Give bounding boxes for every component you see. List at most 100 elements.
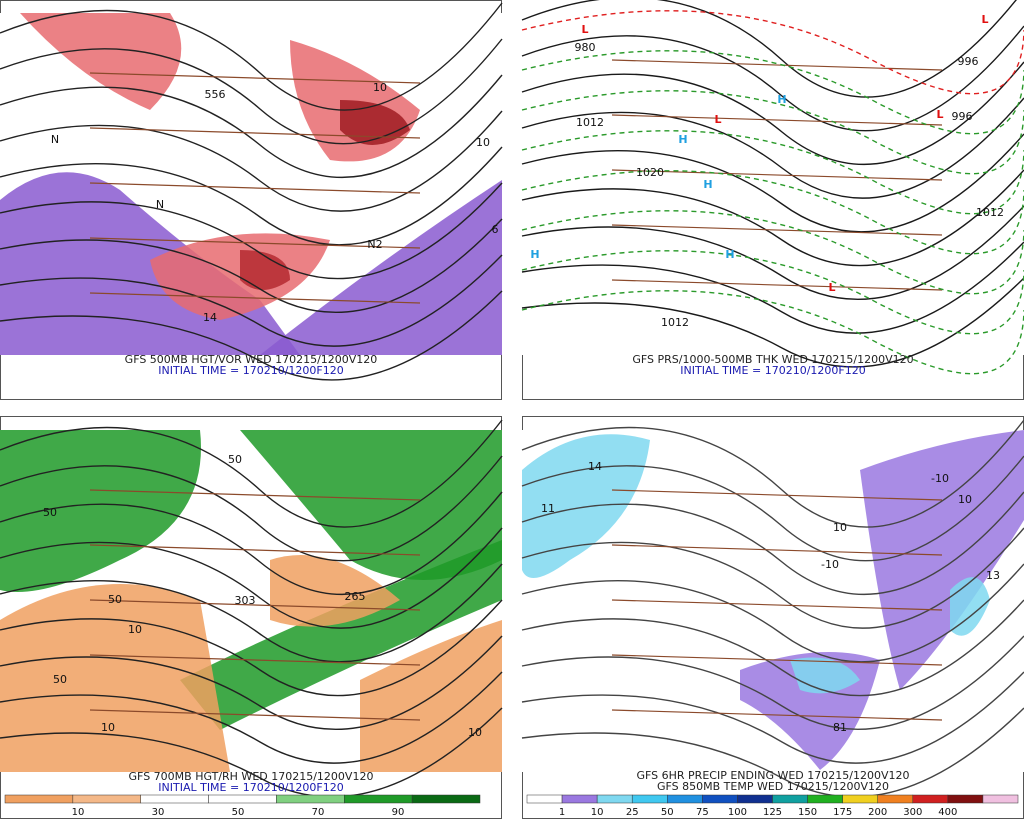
map-label: 265	[345, 590, 366, 603]
map-label: 81	[833, 721, 847, 734]
contour	[521, 671, 1024, 764]
contour	[0, 218, 503, 314]
colorbar-label: 300	[903, 807, 922, 818]
contour	[521, 97, 1024, 199]
colorbar-cell	[737, 794, 773, 804]
border	[611, 279, 943, 291]
colorbar-cell	[912, 794, 949, 804]
border	[89, 72, 421, 84]
colorbar-label: 125	[763, 807, 782, 818]
shaded-region	[240, 250, 290, 290]
contour	[0, 563, 503, 663]
contour	[0, 599, 503, 697]
map-label: L	[714, 113, 721, 126]
map-label: 10	[128, 623, 142, 636]
map-label: 556	[205, 88, 226, 101]
colorbar-label: 200	[868, 807, 887, 818]
colorbar-label: 175	[833, 807, 852, 818]
contour	[521, 241, 1024, 334]
thickness-contour	[521, 90, 1024, 175]
colorbar-cell	[631, 794, 668, 804]
colorbar-cell	[276, 794, 345, 804]
border	[611, 114, 943, 126]
map-label: L	[581, 23, 588, 36]
contour	[521, 0, 1017, 98]
border	[611, 599, 943, 611]
contour	[0, 419, 503, 528]
shaded-region	[340, 100, 410, 145]
colorbar-cell	[667, 794, 703, 804]
map-label: 1012	[976, 206, 1004, 219]
map-label: 10	[468, 726, 482, 739]
thickness-contour	[521, 250, 1024, 335]
map-label: 13	[986, 569, 1000, 582]
colorbar-cell	[702, 794, 738, 804]
map-label: 996	[952, 110, 973, 123]
contour	[0, 455, 503, 562]
colorbar-label: 400	[938, 807, 957, 818]
map-label: 6	[492, 223, 499, 236]
caption: GFS 700MB HGT/RH WED 170215/1200V120	[129, 770, 374, 783]
caption: GFS 850MB TEMP WED 170215/1200V120	[657, 780, 889, 793]
contour	[0, 707, 503, 798]
contour	[0, 38, 503, 145]
colorbar-label: 100	[728, 807, 747, 818]
border	[611, 654, 943, 666]
colorbar-cell	[140, 794, 209, 804]
contour	[0, 146, 503, 246]
shaded-region	[20, 13, 182, 110]
thickness-contour	[521, 290, 1024, 375]
contour	[521, 491, 1024, 595]
border	[611, 489, 943, 501]
border	[89, 292, 421, 304]
contour	[0, 527, 503, 629]
initial-time: INITIAL TIME = 170210/1200F120	[158, 364, 343, 377]
map-label: H	[777, 93, 786, 106]
border	[89, 127, 421, 139]
thickness-contour	[521, 170, 1024, 255]
map-label: 14	[203, 311, 217, 324]
colorbar-cell	[807, 794, 843, 804]
border	[89, 237, 421, 249]
map-label: N	[51, 133, 59, 146]
map-label: 996	[958, 55, 979, 68]
contour	[0, 491, 503, 595]
map-label: 50	[53, 673, 67, 686]
border	[611, 709, 943, 721]
border	[89, 599, 421, 611]
map-label: H	[703, 178, 712, 191]
map-label: H	[725, 248, 734, 261]
map-label: N2	[367, 238, 382, 251]
contour	[0, 635, 503, 731]
border	[611, 224, 943, 236]
map-label: 1020	[636, 166, 664, 179]
colorbar-label: 30	[152, 807, 165, 818]
contour	[521, 25, 1024, 132]
colorbar-cell	[947, 794, 984, 804]
thickness-contour	[521, 10, 1024, 95]
map-label: L	[828, 281, 835, 294]
map-label: 10	[958, 493, 972, 506]
map-label: 11	[541, 502, 555, 515]
thickness-contour	[521, 130, 1024, 215]
thickness-contour	[521, 50, 1024, 135]
colorbar-cell	[877, 794, 914, 804]
caption: GFS 500MB HGT/VOR WED 170215/1200V120	[125, 353, 378, 366]
contour	[0, 110, 503, 212]
colorbar-cell	[4, 794, 74, 804]
border	[611, 544, 943, 556]
colorbar-label: 150	[798, 807, 817, 818]
map-label: 1012	[661, 316, 689, 329]
colorbar-label: 50	[661, 807, 674, 818]
contour	[521, 419, 1024, 528]
border	[89, 544, 421, 556]
map-label: 10	[833, 521, 847, 534]
map-label: -10	[931, 472, 949, 485]
contour	[521, 133, 1024, 233]
contour	[521, 635, 1024, 731]
map-label: 10	[101, 721, 115, 734]
border	[89, 654, 421, 666]
contour	[0, 182, 503, 280]
shaded-region	[360, 620, 502, 772]
colorbar-label: 10	[72, 807, 85, 818]
